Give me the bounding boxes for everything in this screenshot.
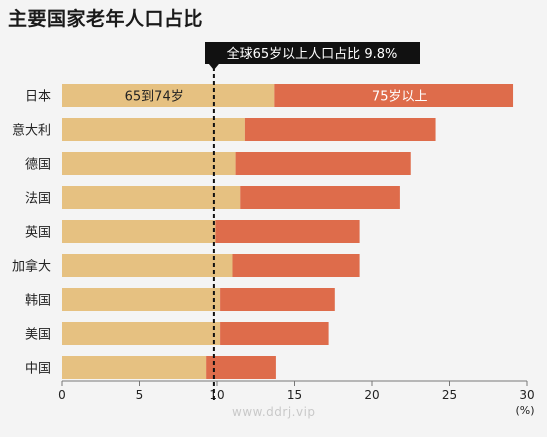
category-label: 中国 (25, 362, 51, 377)
category-label: 韩国 (25, 294, 51, 309)
category-label: 加拿大 (12, 259, 51, 275)
x-tick-label: 0 (58, 388, 66, 402)
reference-line-label: 全球65岁以上人口占比 9.8% (227, 46, 398, 62)
x-tick-label: 5 (136, 388, 144, 402)
reference-callout-box (205, 42, 420, 64)
bar-segment-65-74 (62, 322, 221, 345)
bar-segment-65-74 (62, 186, 241, 209)
bar-segment-75-plus (220, 322, 329, 345)
bar-segment-65-74 (62, 356, 207, 379)
watermark: www.ddrj.vip (232, 405, 316, 419)
x-tick-label: 25 (442, 388, 457, 402)
category-label: 日本 (25, 90, 51, 105)
chart-title: 主要国家老年人口占比 (8, 8, 204, 30)
series-label-75-plus: 75岁以上 (372, 90, 428, 105)
bar-segment-75-plus (240, 186, 400, 209)
x-tick-label: 15 (287, 388, 302, 402)
category-label: 英国 (25, 226, 51, 241)
bar-segment-75-plus (274, 84, 514, 107)
category-label: 美国 (25, 328, 51, 343)
bar-segment-65-74 (62, 118, 245, 141)
x-tick-label: 20 (364, 388, 379, 402)
bar-segment-65-74 (62, 254, 233, 277)
x-unit-label: (%) (515, 404, 534, 417)
category-label: 意大利 (12, 123, 51, 139)
bar-segment-65-74 (62, 84, 275, 107)
series-label-65-74: 65到74岁 (125, 90, 184, 105)
bar-segment-65-74 (62, 152, 236, 175)
category-label: 德国 (25, 158, 51, 173)
bar-segment-75-plus (206, 356, 276, 379)
bar-segment-75-plus (220, 288, 335, 311)
bar-segment-75-plus (232, 254, 360, 277)
bar-segment-65-74 (62, 220, 216, 243)
category-label: 法国 (25, 192, 51, 207)
bar-segment-65-74 (62, 288, 221, 311)
x-tick-label: 10 (209, 388, 224, 402)
x-tick-label: 30 (519, 388, 534, 402)
reference-callout-pointer (208, 64, 219, 70)
bar-segment-75-plus (215, 220, 360, 243)
bar-segment-75-plus (235, 152, 411, 175)
bar-segment-75-plus (244, 118, 436, 141)
